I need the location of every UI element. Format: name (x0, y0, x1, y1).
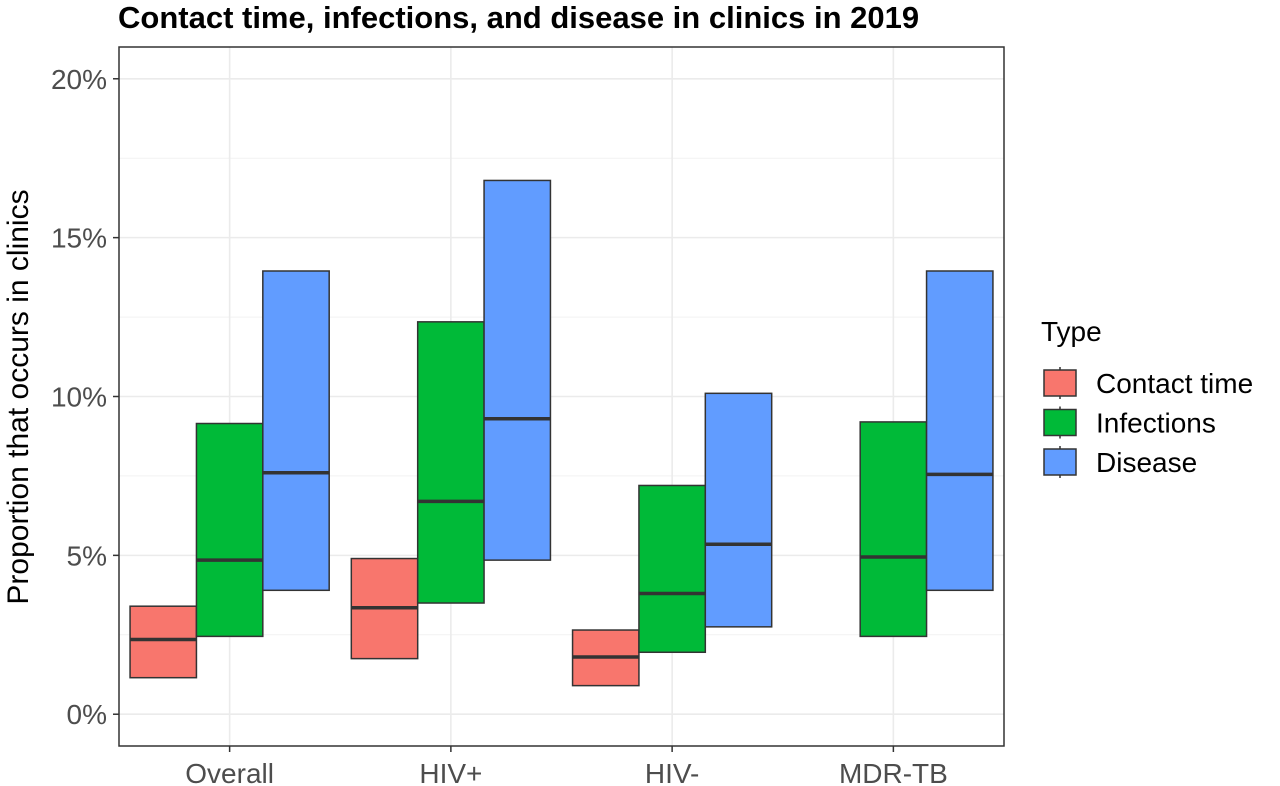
crossbar-box (704, 392, 773, 628)
y-tick-label: 10% (51, 382, 107, 413)
crossbar (571, 629, 640, 687)
crossbar-box (925, 270, 994, 592)
legend-items: Contact time Infections Disease (1043, 367, 1253, 478)
crossbar (195, 422, 264, 638)
legend-key (1043, 408, 1077, 437)
bars (129, 179, 994, 687)
x-tick-label: MDR-TB (839, 758, 948, 786)
x-tick-label: HIV+ (419, 758, 482, 786)
legend-item: Disease (1043, 446, 1197, 478)
y-tick-label: 0% (67, 699, 107, 730)
legend-key (1043, 369, 1077, 397)
crossbar (925, 270, 994, 592)
crossbar (350, 557, 419, 660)
crossbar-box (638, 484, 707, 654)
legend-key (1043, 448, 1077, 476)
x-axis: Overall HIV+ HIV- MDR-TB (185, 746, 948, 786)
crossbar (129, 605, 198, 679)
legend-label: Contact time (1096, 368, 1253, 399)
y-tick-label: 15% (51, 223, 107, 254)
y-axis: 0% 5% 10% 15% 20% (51, 64, 119, 730)
crossbar-box (195, 422, 264, 638)
legend-title: Type (1041, 316, 1102, 347)
crossbar (704, 392, 773, 628)
y-tick-label: 5% (67, 540, 107, 571)
legend-item: Infections (1043, 406, 1216, 439)
crossbar-box (262, 270, 330, 592)
crossbar-box (129, 605, 198, 679)
x-tick-label: Overall (185, 758, 274, 786)
y-tick-label: 20% (51, 64, 107, 95)
legend-item: Contact time (1043, 367, 1253, 399)
legend-label: Disease (1096, 447, 1197, 478)
y-axis-title: Proportion that occurs in clinics (2, 189, 35, 604)
legend-label: Infections (1096, 408, 1216, 439)
legend: Type Contact time Infections Disease (1041, 316, 1253, 478)
crossbar (483, 179, 552, 561)
crossbar (416, 321, 485, 604)
crossbar (859, 421, 928, 638)
crossbar (638, 484, 707, 654)
x-tick-label: HIV- (645, 758, 699, 786)
crossbar (262, 270, 330, 592)
chart-title: Contact time, infections, and disease in… (118, 0, 919, 35)
crossbar-box (416, 321, 485, 604)
crossbar-box (483, 179, 552, 561)
crossbar-box (859, 421, 928, 638)
